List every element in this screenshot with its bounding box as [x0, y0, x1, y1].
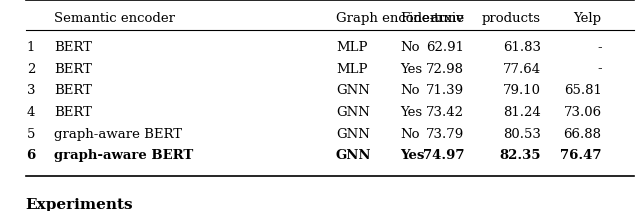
Text: Experiments: Experiments [26, 198, 133, 211]
Text: 2: 2 [27, 63, 35, 76]
Text: 82.35: 82.35 [499, 149, 541, 162]
Text: No: No [400, 84, 419, 97]
Text: No: No [400, 128, 419, 141]
Text: -: - [597, 63, 602, 76]
Text: Yes: Yes [400, 149, 424, 162]
Text: GNN: GNN [336, 149, 371, 162]
Text: graph-aware BERT: graph-aware BERT [54, 128, 182, 141]
Text: BERT: BERT [54, 41, 92, 54]
Text: 62.91: 62.91 [426, 41, 464, 54]
Text: 66.88: 66.88 [564, 128, 602, 141]
Text: Yes: Yes [400, 63, 422, 76]
Text: 1: 1 [27, 41, 35, 54]
Text: 73.42: 73.42 [426, 106, 464, 119]
Text: Fine-tune: Fine-tune [400, 12, 464, 24]
Text: 5: 5 [27, 128, 35, 141]
Text: BERT: BERT [54, 63, 92, 76]
Text: GNN: GNN [336, 106, 370, 119]
Text: arxiv: arxiv [431, 12, 464, 24]
Text: GNN: GNN [336, 84, 370, 97]
Text: 74.97: 74.97 [422, 149, 464, 162]
Text: 72.98: 72.98 [426, 63, 464, 76]
Text: graph-aware BERT: graph-aware BERT [54, 149, 194, 162]
Text: No: No [400, 41, 419, 54]
Text: 4: 4 [27, 106, 35, 119]
Text: Graph encoder: Graph encoder [336, 12, 436, 24]
Text: 81.24: 81.24 [503, 106, 541, 119]
Text: MLP: MLP [336, 41, 367, 54]
Text: 77.64: 77.64 [502, 63, 541, 76]
Text: 80.53: 80.53 [503, 128, 541, 141]
Text: MLP: MLP [336, 63, 367, 76]
Text: products: products [482, 12, 541, 24]
Text: BERT: BERT [54, 84, 92, 97]
Text: 71.39: 71.39 [426, 84, 464, 97]
Text: 3: 3 [27, 84, 35, 97]
Text: 76.47: 76.47 [560, 149, 602, 162]
Text: 73.79: 73.79 [426, 128, 464, 141]
Text: Yelp: Yelp [573, 12, 602, 24]
Text: 79.10: 79.10 [503, 84, 541, 97]
Text: 65.81: 65.81 [564, 84, 602, 97]
Text: GNN: GNN [336, 128, 370, 141]
Text: -: - [597, 41, 602, 54]
Text: BERT: BERT [54, 106, 92, 119]
Text: Yes: Yes [400, 106, 422, 119]
Text: 61.83: 61.83 [503, 41, 541, 54]
Text: Semantic encoder: Semantic encoder [54, 12, 175, 24]
Text: 73.06: 73.06 [563, 106, 602, 119]
Text: 6: 6 [26, 149, 35, 162]
